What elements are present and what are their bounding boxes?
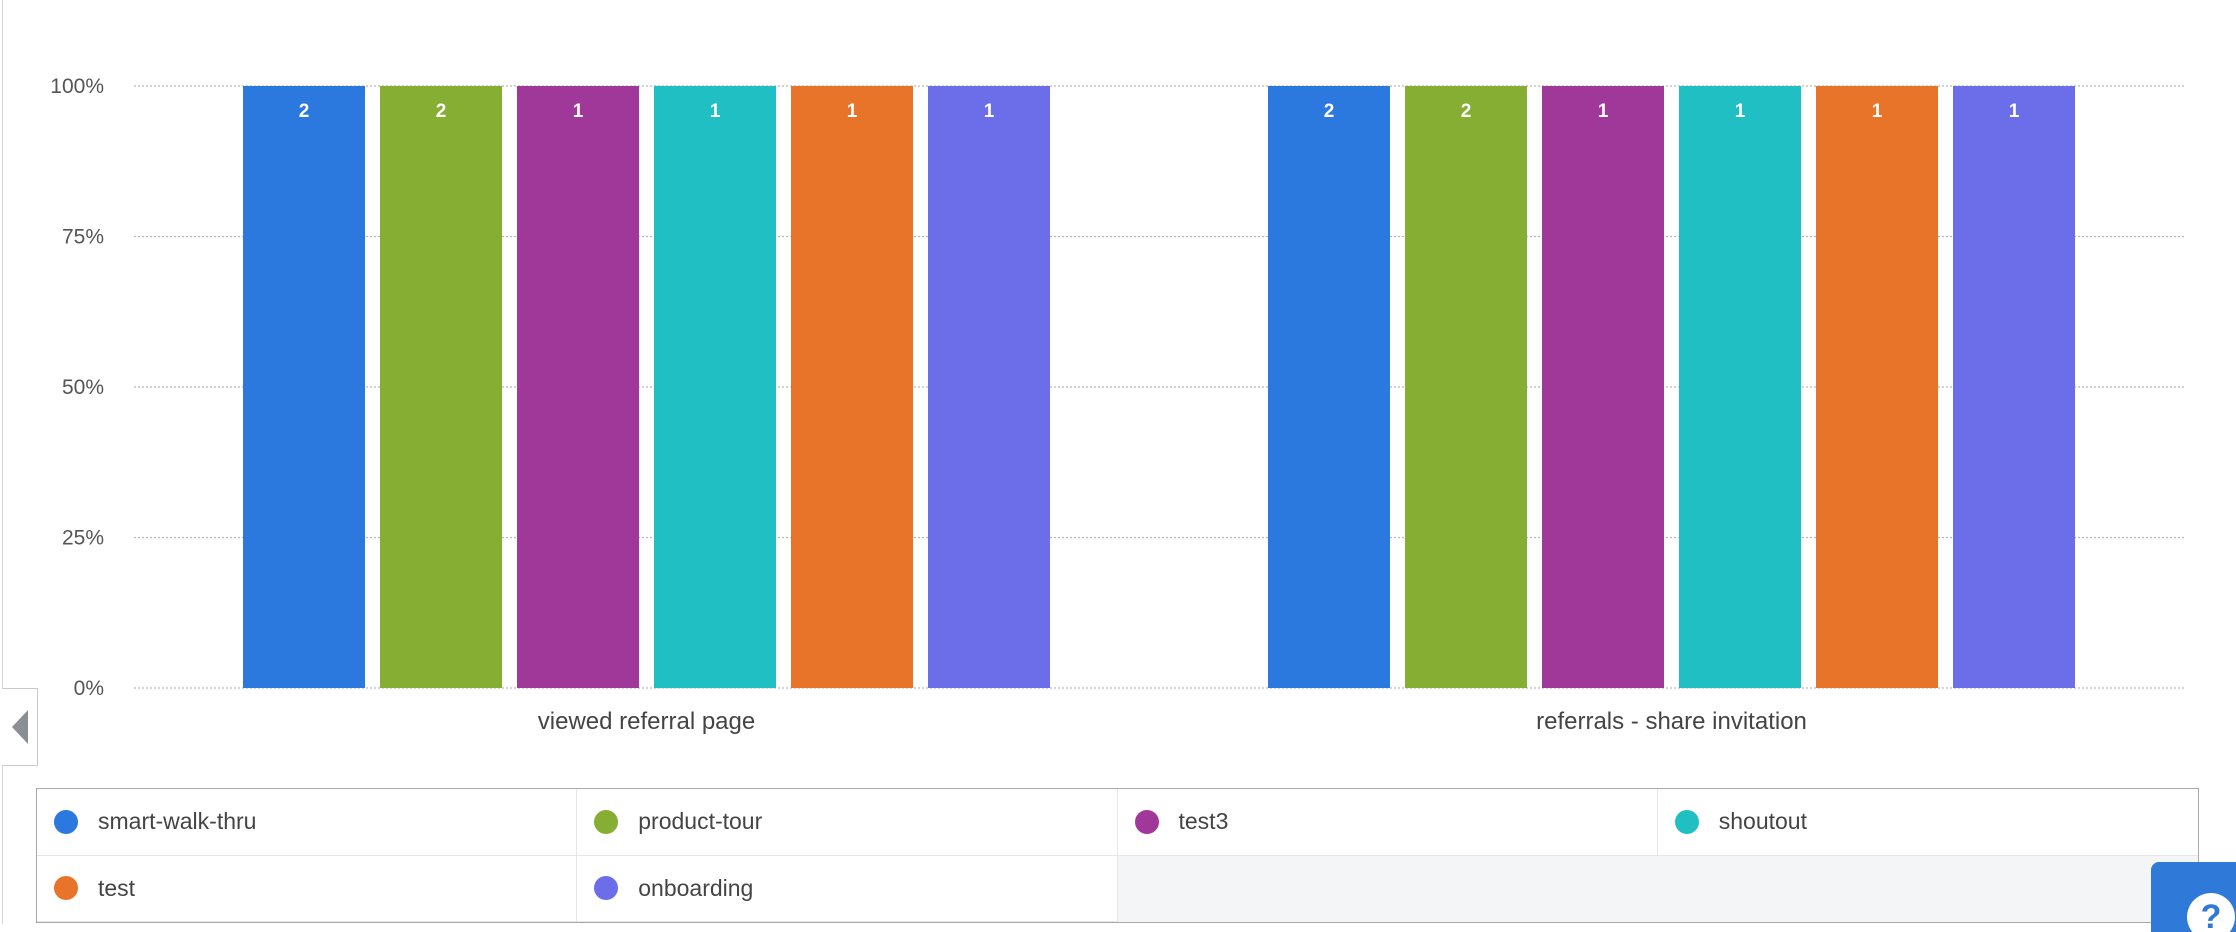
bar-product-tour[interactable] [380,86,502,688]
legend-dot [1674,809,1699,834]
bar-value-label: 1 [1872,101,1883,122]
legend-item-test3[interactable]: test3 [1117,789,1658,856]
legend-label: smart-walk-thru [98,808,257,835]
legend-dot [594,809,619,834]
legend-label: test [98,874,136,901]
bar-smart-walk-thru[interactable] [243,86,365,688]
bar-test3[interactable] [517,86,639,688]
legend-item-onboarding[interactable]: onboarding [577,855,1118,922]
bar-onboarding[interactable] [928,86,1050,688]
bar-value-label: 1 [573,101,584,122]
x-category-label: viewed referral page [538,708,755,735]
legend-label: onboarding [638,874,754,901]
bar-value-label: 1 [984,101,995,122]
x-category-label: referrals - share invitation [1536,708,1807,735]
x-axis: viewed referral page referrals - share in… [538,708,1807,735]
question-icon: ? [2187,893,2235,932]
legend-label: test3 [1178,808,1229,835]
bar-value-label: 2 [299,101,310,122]
legend-dot [1134,809,1159,834]
bar-test[interactable] [791,86,913,688]
legend-item-smart-walk-thru[interactable]: smart-walk-thru [37,789,578,856]
help-button[interactable]: ? [2151,862,2236,932]
legend-label: product-tour [638,808,763,835]
legend-item-shoutout[interactable]: shoutout [1657,789,2198,856]
chevron-left-icon [11,710,28,744]
y-tick-label: 50% [62,376,104,399]
y-tick-label: 75% [62,226,104,249]
legend-dot [594,876,619,901]
y-tick-label: 0% [74,677,104,700]
bar-test[interactable] [1816,86,1938,688]
bar-value-label: 1 [710,101,721,122]
bar-onboarding[interactable] [1953,86,2075,688]
legend-item-product-tour[interactable]: product-tour [577,789,1118,856]
collapse-panel-button[interactable] [2,688,38,766]
bar-value-label: 1 [1598,101,1609,122]
legend-label: shoutout [1718,808,1807,835]
bars [243,86,2075,688]
bar-test3[interactable] [1542,86,1664,688]
y-axis: 0% 25% 50% 75% 100% [50,75,104,700]
frame-border [2,0,3,924]
legend: smart-walk-thru product-tour test3 shout… [36,788,2199,923]
bar-value-label: 2 [1461,101,1472,122]
bar-value-label: 1 [1735,101,1746,122]
bar-labels: 2 2 1 1 1 1 2 2 1 1 1 1 [299,101,2020,122]
bar-chart: 0% 25% 50% 75% 100% 2 2 1 1 1 1 2 2 1 1 1 1 viewed refe… [50,75,2184,735]
bar-smart-walk-thru[interactable] [1268,86,1390,688]
bar-value-label: 2 [1324,101,1335,122]
bar-shoutout[interactable] [654,86,776,688]
bar-shoutout[interactable] [1679,86,1801,688]
y-tick-label: 100% [50,75,104,98]
legend-dot [54,876,78,901]
bar-value-label: 2 [436,101,447,122]
bar-value-label: 1 [2009,101,2020,122]
bar-product-tour[interactable] [1405,86,1527,688]
y-tick-label: 25% [62,527,104,550]
legend-dot [54,809,78,834]
legend-item-test[interactable]: test [37,855,578,922]
bar-value-label: 1 [847,101,858,122]
